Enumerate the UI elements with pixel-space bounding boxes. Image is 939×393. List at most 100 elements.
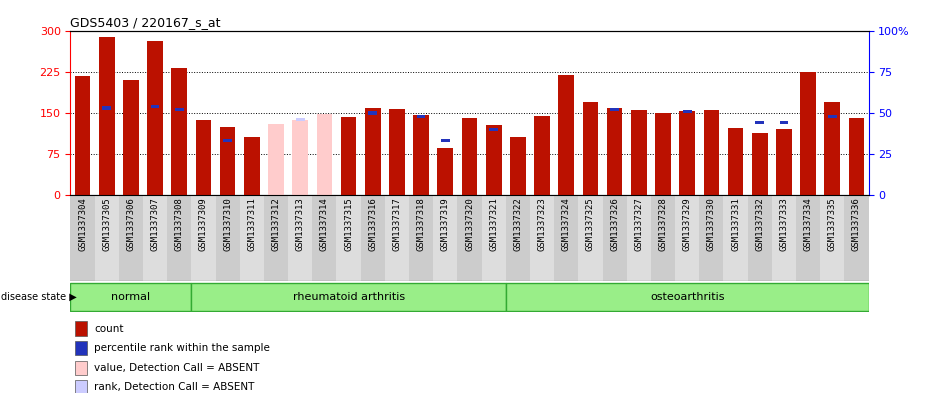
Text: GSM1337330: GSM1337330 (707, 197, 716, 251)
Bar (75, 380, 87, 393)
Text: GSM1337314: GSM1337314 (320, 197, 329, 251)
Text: GSM1337316: GSM1337316 (368, 197, 377, 251)
Text: GSM1337315: GSM1337315 (344, 197, 353, 251)
Text: GSM1337310: GSM1337310 (223, 197, 232, 251)
Bar (651, 195, 675, 281)
Bar (534, 116, 550, 195)
Bar (75, 361, 87, 375)
Bar (99, 37, 115, 195)
Text: GSM1337317: GSM1337317 (393, 197, 402, 251)
Bar (772, 195, 796, 281)
FancyBboxPatch shape (192, 283, 506, 311)
Bar (482, 195, 506, 281)
Bar (796, 195, 820, 281)
Text: GSM1337312: GSM1337312 (271, 197, 281, 251)
Bar (336, 195, 361, 281)
Text: GSM1337304: GSM1337304 (78, 197, 87, 251)
Bar (70, 195, 95, 281)
Bar (844, 195, 869, 281)
Text: GSM1337323: GSM1337323 (537, 197, 546, 251)
Bar (703, 110, 719, 195)
FancyBboxPatch shape (506, 283, 869, 311)
Text: GSM1337336: GSM1337336 (852, 197, 861, 251)
Bar (438, 148, 454, 195)
Text: rank, Detection Call = ABSENT: rank, Detection Call = ABSENT (94, 382, 254, 393)
Bar (75, 341, 87, 355)
Bar (631, 110, 647, 195)
Bar (559, 75, 574, 195)
Bar (849, 118, 864, 195)
Text: osteoarthritis: osteoarthritis (650, 292, 724, 302)
Text: GSM1337331: GSM1337331 (731, 197, 740, 251)
Bar (192, 195, 216, 281)
Text: GDS5403 / 220167_s_at: GDS5403 / 220167_s_at (70, 16, 221, 29)
Bar (95, 195, 119, 281)
Bar (828, 115, 837, 118)
Bar (820, 195, 844, 281)
Text: GSM1337308: GSM1337308 (175, 197, 184, 251)
Text: GSM1337324: GSM1337324 (562, 197, 571, 251)
Bar (365, 108, 380, 195)
Bar (779, 121, 788, 125)
Bar (607, 108, 623, 195)
Bar (292, 120, 308, 195)
Bar (239, 195, 264, 281)
Text: GSM1337307: GSM1337307 (150, 197, 160, 251)
Bar (172, 68, 187, 195)
Bar (151, 105, 160, 108)
Bar (361, 195, 385, 281)
Bar (288, 195, 313, 281)
Bar (776, 129, 792, 195)
Bar (554, 195, 578, 281)
Bar (167, 195, 192, 281)
Bar (147, 41, 163, 195)
Bar (123, 80, 139, 195)
Bar (296, 118, 304, 121)
Bar (485, 125, 501, 195)
Text: GSM1337327: GSM1337327 (635, 197, 643, 251)
Text: GSM1337333: GSM1337333 (779, 197, 789, 251)
Bar (75, 321, 87, 336)
Bar (824, 102, 840, 195)
Text: disease state ▶: disease state ▶ (2, 292, 77, 302)
Bar (313, 195, 336, 281)
Bar (385, 195, 409, 281)
Bar (244, 138, 260, 195)
Bar (489, 128, 498, 131)
Bar (417, 115, 425, 118)
Bar (75, 76, 90, 195)
Text: GSM1337311: GSM1337311 (247, 197, 256, 251)
Text: GSM1337329: GSM1337329 (683, 197, 692, 251)
Bar (220, 127, 236, 195)
Bar (530, 195, 554, 281)
Bar (800, 72, 816, 195)
Text: GSM1337305: GSM1337305 (102, 197, 111, 251)
Text: GSM1337309: GSM1337309 (199, 197, 208, 251)
Bar (747, 195, 772, 281)
Bar (389, 108, 405, 195)
Bar (413, 115, 429, 195)
Bar (603, 195, 626, 281)
Bar (368, 111, 377, 115)
Bar (506, 195, 530, 281)
Bar (700, 195, 723, 281)
Bar (683, 110, 691, 113)
Text: count: count (94, 323, 124, 334)
Bar (143, 195, 167, 281)
Text: GSM1337319: GSM1337319 (440, 197, 450, 251)
Bar (119, 195, 143, 281)
Text: GSM1337335: GSM1337335 (828, 197, 837, 251)
Bar (752, 133, 767, 195)
Bar (510, 137, 526, 195)
Bar (728, 128, 744, 195)
Bar (457, 195, 482, 281)
Bar (626, 195, 651, 281)
Bar (679, 111, 695, 195)
Bar (462, 118, 477, 195)
Text: value, Detection Call = ABSENT: value, Detection Call = ABSENT (94, 363, 260, 373)
Bar (409, 195, 433, 281)
Bar (195, 119, 211, 195)
Text: GSM1337332: GSM1337332 (755, 197, 764, 251)
Text: GSM1337320: GSM1337320 (465, 197, 474, 251)
Bar (223, 139, 232, 142)
